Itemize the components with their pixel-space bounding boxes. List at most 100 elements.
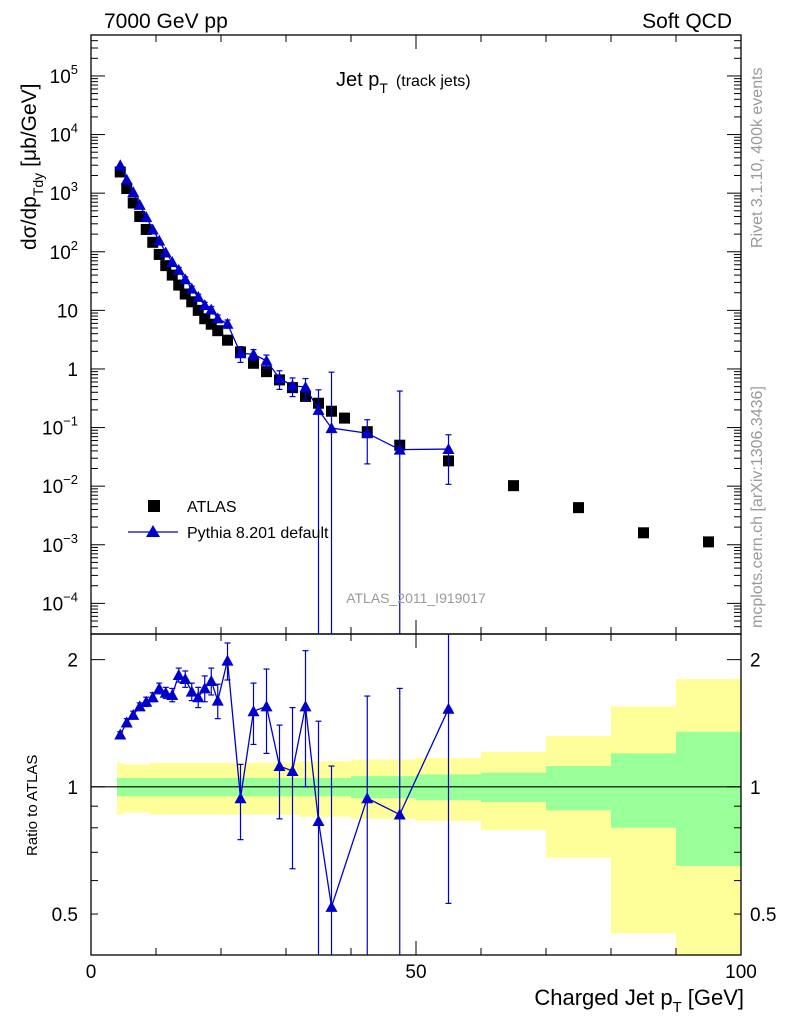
ratio-plot-frame: 0 50 100 0.5 0.5 1 1 2 2	[52, 633, 776, 983]
header-right: Soft QCD	[642, 10, 732, 33]
legend-label-atlas: ATLAS	[187, 499, 237, 516]
y-tick-label: 105	[50, 62, 78, 88]
y-tick-label: 1	[67, 360, 78, 381]
pythia-ratio-point	[205, 675, 218, 687]
pythia-point	[361, 427, 374, 439]
atlas-point	[134, 210, 146, 222]
pythia-ratio-point	[299, 700, 312, 712]
pythia-point	[273, 372, 286, 384]
chart-title: Jet pT (track jets)	[336, 69, 471, 96]
ratio-y-tick-label: 2	[750, 651, 761, 672]
x-tick-label: 50	[405, 962, 426, 983]
pythia-point	[442, 443, 455, 455]
y-tick-label: 104	[50, 121, 78, 147]
mcplots-reference: mcplots.cern.ch [arXiv:1306.3436]	[749, 386, 766, 628]
pythia-point	[140, 211, 153, 223]
pythia-ratio-point	[179, 672, 192, 684]
y-axis-label: dσ/dpTdy[μb/GeV]	[18, 84, 46, 251]
atlas-point	[638, 527, 649, 539]
ratio-y-tick-label: 1	[67, 778, 78, 799]
pythia-point	[247, 348, 260, 360]
y-tick-label: 10−3	[42, 531, 78, 557]
atlas-point	[199, 313, 211, 325]
pythia-ratio-point	[286, 765, 299, 777]
atlas-point	[114, 166, 126, 178]
pythia-point	[286, 379, 299, 391]
pythia-point	[234, 347, 247, 359]
stat-uncertainty-band	[481, 772, 546, 803]
pythia-ratio-point	[221, 654, 234, 666]
pythia-ratio-point	[172, 668, 185, 680]
pythia-ratio-point	[133, 700, 146, 712]
pythia-ratio-point	[393, 808, 406, 820]
atlas-point	[192, 304, 204, 316]
pythia-point	[127, 186, 140, 198]
atlas-point	[140, 223, 152, 235]
pythia-ratio-point	[211, 694, 224, 706]
pythia-ratio-point	[192, 691, 205, 703]
pythia-ratio-point	[273, 760, 286, 772]
pythia-ratio-point	[146, 691, 159, 703]
pythia-ratio-point	[234, 792, 247, 804]
pythia-point	[198, 299, 211, 311]
pythia-point	[221, 317, 234, 329]
main-frame-border	[90, 34, 742, 635]
pythia-ratio-point	[185, 685, 198, 697]
atlas-point	[147, 236, 159, 248]
ratio-data-points	[114, 634, 455, 955]
pythia-point	[393, 443, 406, 455]
pythia-point	[166, 255, 179, 267]
y-tick-label: 10−2	[42, 472, 78, 498]
atlas-point	[127, 197, 139, 209]
pythia-ratio-point	[442, 702, 455, 714]
pythia-point	[120, 173, 133, 185]
stat-uncertainty-band	[676, 731, 741, 866]
rivet-version: Rivet 3.1.10, 400k events	[749, 67, 766, 248]
legend: ATLAS Pythia 8.201 default	[128, 499, 329, 542]
analysis-id: ATLAS_2011_I919017	[346, 590, 486, 606]
ratio-y-tick-label: 2	[67, 651, 78, 672]
pythia-point	[114, 159, 127, 171]
stat-uncertainty-band	[611, 753, 676, 828]
pythia-point	[159, 246, 172, 258]
pythia-point	[185, 282, 198, 294]
pythia-point	[153, 234, 166, 246]
pythia-ratio-point	[140, 695, 153, 707]
atlas-point	[261, 366, 272, 378]
x-axis-label: Charged Jet pT [GeV]	[534, 985, 744, 1016]
pythia-ratio-point	[247, 705, 260, 717]
pythia-ratio-point	[260, 700, 273, 712]
atlas-point	[153, 248, 165, 260]
pythia-point	[299, 381, 312, 393]
atlas-point	[573, 502, 584, 514]
atlas-point	[703, 536, 714, 548]
legend-marker-atlas	[148, 500, 160, 512]
atlas-point	[160, 260, 172, 272]
pythia-ratio-point	[153, 682, 166, 694]
x-tick-label: 100	[725, 962, 757, 983]
x-tick-label: 0	[86, 962, 97, 983]
atlas-point	[205, 318, 217, 330]
pythia-point	[211, 312, 224, 324]
y-tick-label: 10	[57, 301, 78, 322]
ratio-y-tick-label: 0.5	[52, 905, 78, 926]
pythia-point	[205, 303, 218, 315]
atlas-point	[212, 325, 224, 337]
pythia-ratio-point	[312, 815, 325, 827]
ratio-uncertainty-bands	[117, 678, 741, 955]
atlas-point	[339, 412, 350, 424]
atlas-point	[173, 279, 185, 291]
ratio-y-tick-label: 0.5	[750, 905, 776, 926]
atlas-point	[248, 357, 259, 369]
header-left: 7000 GeV pp	[104, 10, 228, 33]
pythia-ratio-point	[361, 792, 374, 804]
y-tick-label: 103	[50, 179, 78, 205]
legend-label-pythia: Pythia 8.201 default	[187, 525, 329, 542]
pythia-point	[133, 198, 146, 210]
pythia-point	[172, 263, 185, 275]
atlas-point	[508, 480, 519, 492]
atlas-point	[179, 288, 191, 300]
pythia-point	[260, 354, 273, 366]
atlas-point	[222, 334, 233, 346]
